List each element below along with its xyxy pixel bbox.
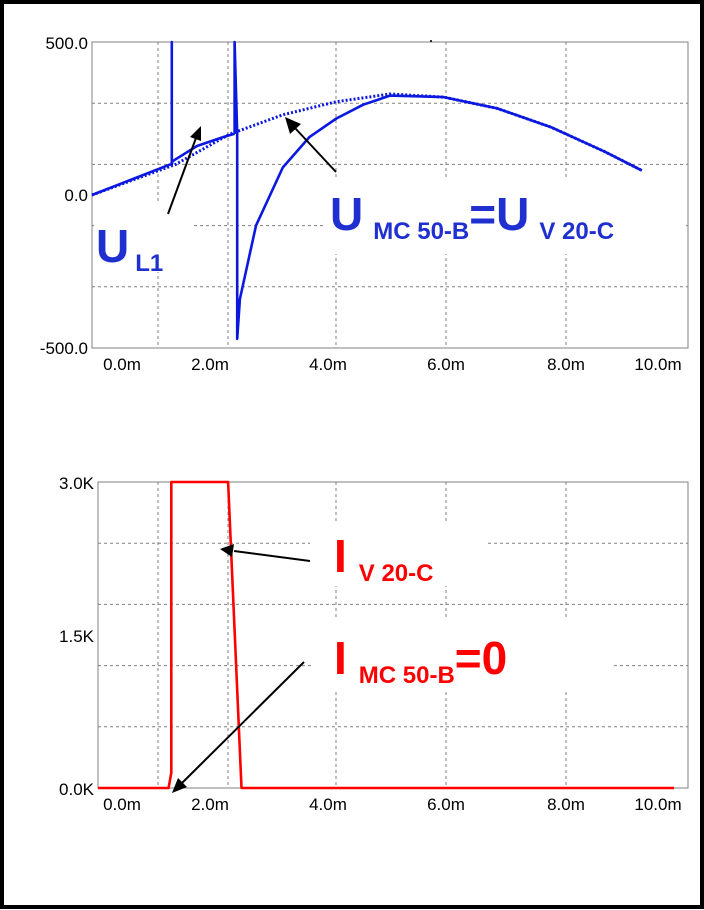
- iv20-arrowhead: [220, 544, 234, 557]
- voltage-series-line: [233, 40, 643, 341]
- umc-label-background: [324, 178, 684, 254]
- current-xtick-label: 2.0m: [191, 795, 229, 814]
- umc-label-sub1: MC 50-B: [373, 218, 469, 245]
- voltage-ytick-label: 500.0: [45, 34, 88, 53]
- current-series-line: [98, 480, 675, 790]
- imc-arrowhead: [172, 778, 187, 793]
- current-xtick-label: 6.0m: [427, 795, 465, 814]
- voltage-ytick-label: -500.0: [40, 339, 88, 358]
- voltage-xtick-label: 0.0m: [103, 355, 141, 374]
- voltage-xtick-label: 4.0m: [309, 355, 347, 374]
- ul1-label-background: [94, 202, 194, 272]
- voltage-xtick-label: 6.0m: [427, 355, 465, 374]
- current-chart: 3.0K 1.5K 0.0K 0.0m 2.0m 4.0m 6.0m 8.0m …: [59, 474, 689, 814]
- umc-label-sub2: V 20-C: [539, 218, 614, 245]
- imc-label: I MC 50-B=0: [334, 632, 507, 689]
- iv20-label: I V 20-C: [334, 530, 433, 587]
- umc-label-main: U: [330, 188, 363, 240]
- iv20-label-main: I: [334, 530, 347, 582]
- current-ytick-label: 0.0K: [59, 780, 95, 799]
- umc-label-eq: =U: [469, 188, 529, 240]
- stray-dot: [430, 40, 432, 42]
- ul1-arrow: [167, 137, 197, 215]
- imc-arrow: [181, 661, 305, 784]
- iv20-arrow: [233, 550, 311, 562]
- imc-label-sub: MC 50-B: [359, 662, 455, 689]
- umc-label: U MC 50-B=U V 20-C: [330, 188, 614, 245]
- ul1-label: U L1: [96, 220, 163, 277]
- ul1-label-main: U: [96, 220, 129, 272]
- iv20-label-sub: V 20-C: [359, 560, 434, 587]
- current-xtick-label: 10.0m: [634, 795, 681, 814]
- current-ytick-label: 3.0K: [59, 474, 95, 493]
- voltage-series: [91, 40, 643, 341]
- imc-label-main: I: [334, 632, 347, 684]
- current-xtick-label: 4.0m: [309, 795, 347, 814]
- current-series: [98, 480, 675, 790]
- ul1-arrowhead: [190, 126, 201, 141]
- iv20-label-background: [310, 524, 488, 586]
- umc-arrow: [294, 127, 337, 173]
- voltage-chart: 500.0 0.0 -500.0 0.0m 2.0m 4.0m 6.0m 8.0…: [40, 34, 689, 374]
- voltage-series-line: [91, 40, 235, 197]
- imc-label-eq: =0: [455, 632, 507, 684]
- voltage-xtick-label: 2.0m: [191, 355, 229, 374]
- current-xtick-label: 0.0m: [103, 795, 141, 814]
- voltage-ytick-label: 0.0: [64, 186, 88, 205]
- current-xtick-label: 8.0m: [547, 795, 585, 814]
- voltage-xtick-label: 8.0m: [547, 355, 585, 374]
- umc-arrowhead: [285, 117, 301, 134]
- current-ytick-label: 1.5K: [59, 627, 95, 646]
- imc-label-background: [312, 618, 612, 690]
- figure-canvas: 500.0 0.0 -500.0 0.0m 2.0m 4.0m 6.0m 8.0…: [40, 34, 689, 814]
- voltage-xtick-label: 10.0m: [634, 355, 681, 374]
- ul1-label-sub: L1: [135, 250, 163, 277]
